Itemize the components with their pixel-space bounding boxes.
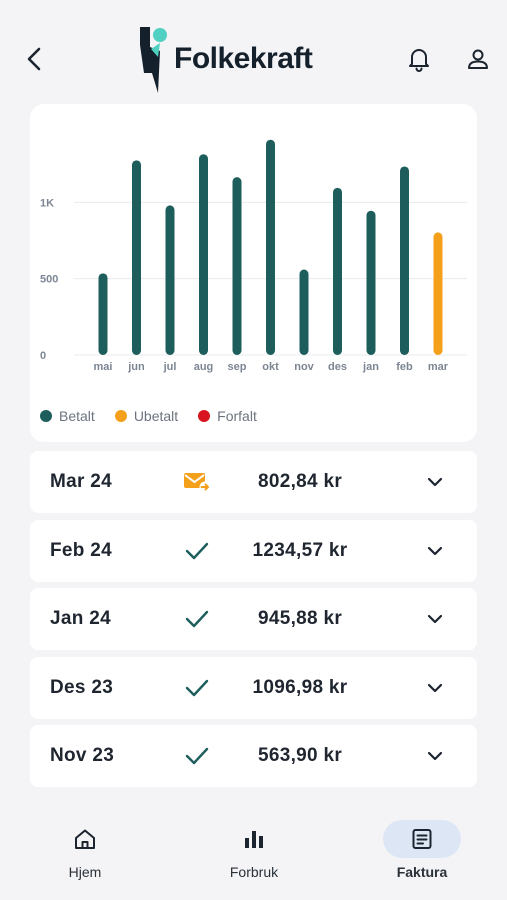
y-tick-label: 0 [40,350,46,362]
expand-button[interactable] [422,606,448,632]
nav-icon-wrap [383,820,461,858]
notifications-button[interactable] [404,44,434,74]
x-tick-label: mai [94,361,113,373]
nav-label: Faktura [396,864,448,880]
invoice-amount: 1096,98 kr [252,677,348,698]
chevron-down-icon [427,546,443,556]
bar-okt[interactable] [266,139,275,355]
x-tick-label: okt [262,361,279,373]
bar-mar[interactable] [433,232,443,355]
bar-jul[interactable] [165,205,175,355]
mail-forward-icon [184,473,211,493]
legend-item-paid: Betalt [40,408,95,424]
invoice-row[interactable]: Jan 24 945,88 kr [30,588,477,650]
invoice-amount: 945,88 kr [257,608,343,629]
legend-dot-unpaid [114,410,127,422]
x-tick-label: mar [428,361,449,373]
arrow-left-icon [27,47,41,71]
check-icon [185,542,209,560]
expand-button[interactable] [422,743,448,769]
invoice-date: Mar 24 [50,471,113,492]
invoice-status-paid [182,743,212,769]
profile-button[interactable] [463,44,493,74]
legend-label-paid: Betalt [59,408,95,424]
invoice-amount: 1234,57 kr [252,540,348,561]
expand-button[interactable] [422,675,448,701]
legend-label-overdue: Forfalt [217,408,257,424]
legend-item-overdue: Forfalt [198,408,257,424]
invoice-amount: 802,84 kr [257,471,343,492]
bottom-navigation: Hjem Forbruk Faktura [0,808,507,900]
invoice-row[interactable]: Des 23 1096,98 kr [30,657,477,719]
expand-button[interactable] [422,538,448,564]
legend-dot-overdue [198,410,211,422]
brand-name: Folkekraft [174,42,313,75]
bar-des[interactable] [333,187,342,355]
home-icon [75,829,95,849]
bar-jan[interactable] [366,210,376,355]
chevron-down-icon [427,751,443,761]
x-tick-label: nov [294,361,314,373]
bar-feb[interactable] [400,166,409,355]
nav-icon-wrap [46,820,124,858]
x-tick-label: jun [127,361,145,373]
bar-nov[interactable] [299,269,309,355]
check-icon [185,747,209,765]
invoice-date: Jan 24 [50,608,111,629]
invoice-bar-chart: 0 500 1K mai jun jul aug sep okt nov des jan feb mar [40,139,467,373]
legend-item-unpaid: Ubetalt [114,408,179,424]
brand-logo: Folkekraft [136,24,313,96]
x-tick-label: jan [362,361,379,373]
expand-button[interactable] [422,469,448,495]
invoice-date: Feb 24 [50,540,112,561]
invoice-status-paid [182,606,212,632]
invoice-amount: 563,90 kr [257,745,343,766]
nav-item-home[interactable]: Hjem [40,820,130,880]
bar-aug[interactable] [199,154,208,355]
x-tick-label: sep [228,361,247,373]
invoice-status-unpaid [182,469,212,495]
chart-legend: Betalt Ubetalt Forfalt [40,408,277,424]
invoice-icon [412,829,432,849]
invoice-date: Nov 23 [50,745,115,766]
invoice-row[interactable]: Feb 24 1234,57 kr [30,520,477,582]
invoice-row[interactable]: Nov 23 563,90 kr [30,725,477,787]
bar-sep[interactable] [232,177,242,355]
legend-label-unpaid: Ubetalt [133,408,179,424]
check-icon [185,610,209,628]
legend-dot-paid [40,410,52,422]
y-tick-label: 1K [40,197,54,209]
chevron-down-icon [427,614,443,624]
bell-icon [409,49,429,72]
bar-chart-icon [245,831,263,848]
back-button[interactable] [20,44,50,74]
x-tick-label: des [328,361,347,373]
chevron-down-icon [427,477,443,487]
nav-icon-wrap [215,820,293,858]
x-tick-label: aug [194,361,214,373]
invoice-row[interactable]: Mar 24 802,84 kr [30,451,477,513]
user-icon [468,49,488,69]
nav-label: Forbruk [229,864,279,880]
chevron-down-icon [427,683,443,693]
invoice-date: Des 23 [50,677,114,698]
check-icon [185,679,209,697]
lightning-logo-icon [140,27,167,93]
invoice-status-paid [182,538,212,564]
y-tick-label: 500 [40,274,58,286]
app-header: Folkekraft [0,0,507,100]
x-tick-label: feb [396,361,413,373]
bar-mai[interactable] [98,273,108,355]
consumption-chart-card: 0 500 1K mai jun jul aug sep okt nov des jan feb mar [30,104,477,442]
nav-label: Hjem [68,864,102,880]
bar-jun[interactable] [132,160,141,355]
nav-item-consumption[interactable]: Forbruk [209,820,299,880]
invoice-status-paid [182,675,212,701]
nav-item-invoice[interactable]: Faktura [377,820,467,880]
x-tick-label: jul [163,361,177,373]
